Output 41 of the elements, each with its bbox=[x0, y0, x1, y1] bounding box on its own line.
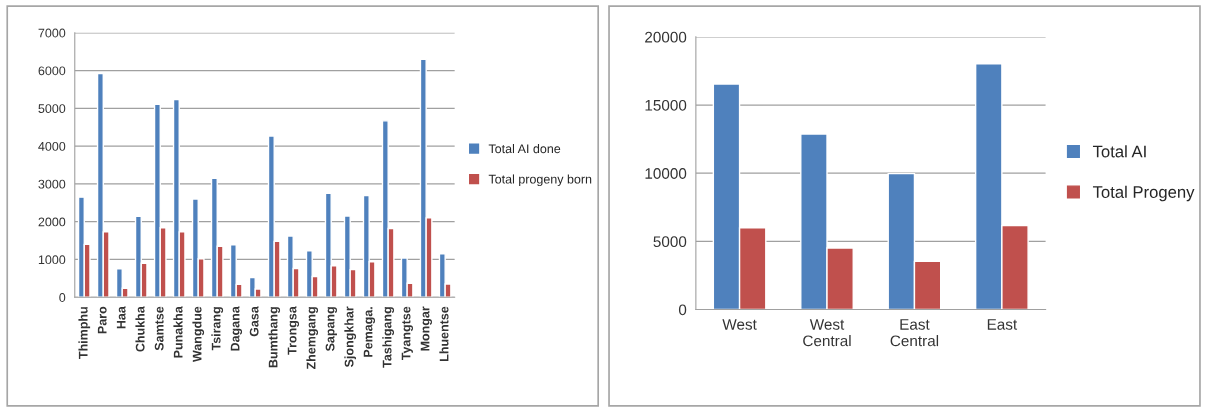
x-tick-label: Punakha bbox=[173, 306, 183, 358]
y-tick-label: 2000 bbox=[38, 217, 66, 227]
y-tick-label: 7000 bbox=[38, 28, 66, 38]
x-tick-label: West bbox=[722, 319, 757, 330]
x-tick-label: Sjongkhar bbox=[344, 306, 357, 368]
x-tick-label: East Central bbox=[890, 319, 939, 347]
x-tick-label: Mongar bbox=[420, 306, 432, 351]
x-tick-label: Tyangtse bbox=[401, 306, 413, 361]
x-tick-label: Pemaga. bbox=[363, 307, 376, 357]
legend-label: Total AI done bbox=[488, 144, 561, 154]
x-tick-label: Dagana bbox=[230, 306, 243, 351]
x-tick-label: Thimphu bbox=[78, 307, 91, 359]
x-tick-label: Wangdue bbox=[192, 306, 205, 363]
x-tick-label: Chukha bbox=[135, 306, 145, 352]
x-tick-label: Samtse bbox=[154, 306, 164, 351]
y-tick-label: 6000 bbox=[38, 66, 66, 76]
x-tick-label: East bbox=[987, 319, 1018, 330]
y-tick-label: 0 bbox=[59, 293, 66, 302]
y-tick-label: 20000 bbox=[645, 31, 687, 43]
x-tick-label: Zhemgang bbox=[306, 307, 319, 370]
y-tick-label: 3000 bbox=[38, 179, 66, 189]
x-tick-label: Haa bbox=[116, 306, 126, 329]
x-tick-label: Paro bbox=[97, 306, 107, 334]
x-tick-label: Trongsa bbox=[287, 306, 300, 355]
x-tick-label: Lhuentse bbox=[439, 306, 449, 361]
x-tick-label: Sapang bbox=[325, 307, 338, 352]
y-tick-label: 0 bbox=[678, 304, 687, 316]
x-tick-label: West Central bbox=[803, 319, 851, 347]
x-tick-label: Gasa bbox=[249, 306, 259, 337]
x-tick-label: Tsirang bbox=[211, 307, 224, 351]
x-tick-label: Tashigang bbox=[382, 307, 395, 368]
y-tick-label: 4000 bbox=[38, 141, 66, 151]
legend-label: Total AI bbox=[1092, 145, 1146, 158]
legend-label: Total Progeny bbox=[1092, 185, 1195, 202]
x-tick-label: Bumthang bbox=[268, 307, 281, 368]
y-tick-label: 1000 bbox=[38, 255, 66, 265]
y-tick-label: 5000 bbox=[653, 236, 687, 248]
legend-label: Total progeny born bbox=[488, 174, 592, 187]
y-tick-label: 5000 bbox=[38, 104, 66, 114]
y-tick-label: 15000 bbox=[645, 99, 687, 111]
y-tick-label: 10000 bbox=[645, 168, 687, 179]
